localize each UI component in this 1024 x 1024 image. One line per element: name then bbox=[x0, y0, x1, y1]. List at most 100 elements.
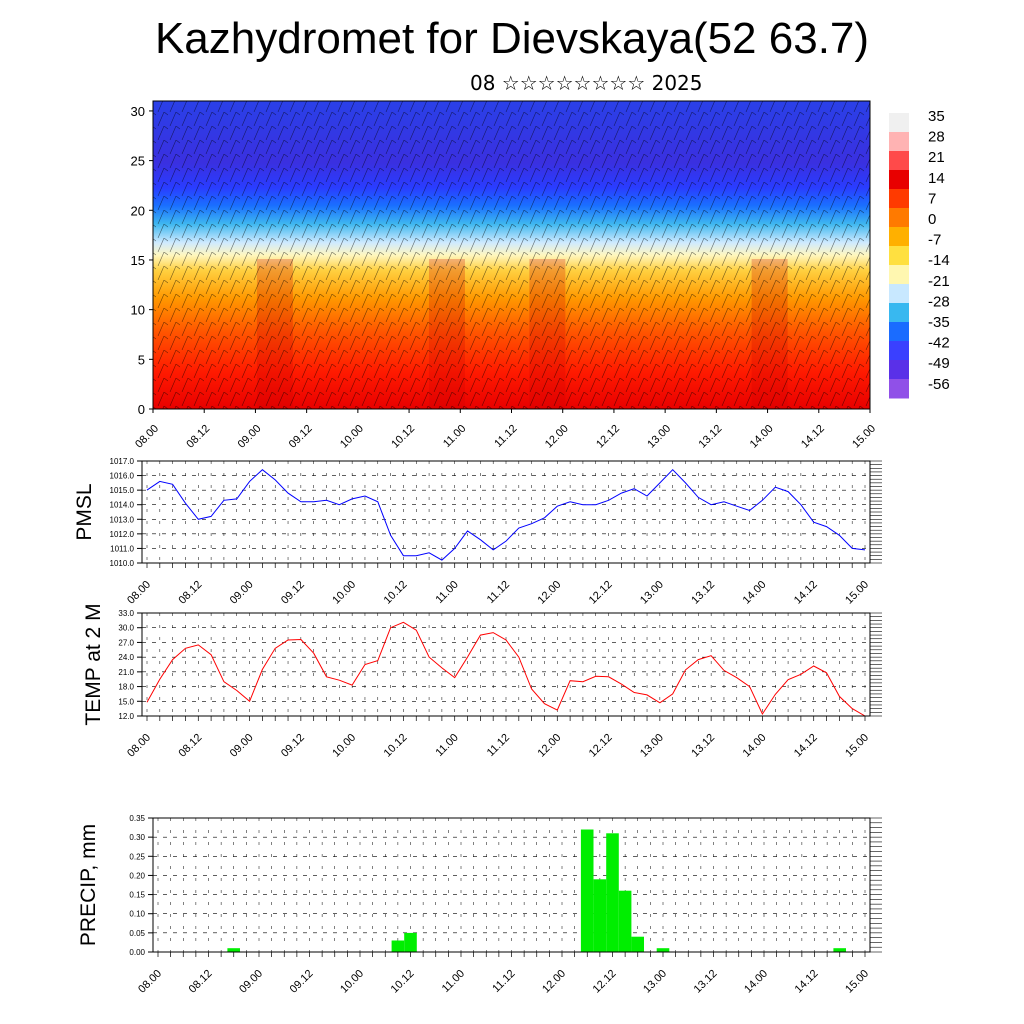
y-tick-label: 1014.0 bbox=[110, 501, 135, 510]
x-tick-label: 08.00 bbox=[125, 732, 153, 760]
colorbar-label: -7 bbox=[928, 232, 941, 249]
y-tick-label: 1015.0 bbox=[110, 486, 135, 495]
x-tick-label: 09.00 bbox=[228, 579, 256, 607]
x-tick-label: 14.00 bbox=[748, 423, 776, 451]
y-axis-label: PMSL bbox=[73, 483, 96, 540]
x-tick-label: 10.12 bbox=[382, 732, 410, 760]
x-tick-label: 14.12 bbox=[793, 968, 821, 996]
colorbar-swatch bbox=[889, 170, 909, 190]
x-tick-label: 12.12 bbox=[594, 423, 622, 451]
precip-bar bbox=[580, 829, 594, 952]
colorbar-label: -21 bbox=[928, 273, 950, 290]
x-tick-label: 08.12 bbox=[176, 579, 204, 607]
colorbar-swatch bbox=[889, 265, 909, 285]
precip-bar bbox=[404, 932, 417, 952]
x-tick-label: 10.12 bbox=[389, 968, 417, 996]
precip-bar bbox=[833, 948, 846, 952]
colorbar-swatch bbox=[889, 322, 909, 342]
precip-bar bbox=[391, 940, 405, 952]
x-tick-label: 09.00 bbox=[236, 423, 264, 451]
x-tick-label: 11.00 bbox=[433, 732, 460, 759]
y-tick-label: 12.0 bbox=[118, 712, 134, 721]
x-tick-label: 15.00 bbox=[843, 968, 871, 996]
x-tick-label: 12.00 bbox=[540, 968, 568, 996]
colorbar-swatch bbox=[889, 113, 909, 133]
x-tick-label: 09.12 bbox=[279, 732, 307, 760]
x-tick-label: 15.00 bbox=[843, 732, 871, 760]
colorbar-label: -42 bbox=[928, 335, 950, 352]
colorbar-label: -28 bbox=[928, 293, 950, 310]
x-tick-label: 08.00 bbox=[136, 968, 164, 996]
colorbar-swatch bbox=[889, 379, 909, 399]
colorbar-label: 14 bbox=[928, 170, 945, 187]
chart-subtitle: 08 ☆☆☆☆☆☆☆☆ 2025 bbox=[470, 71, 703, 95]
colorbar-label: -35 bbox=[928, 314, 950, 331]
colorbar-swatch bbox=[889, 303, 909, 323]
x-tick-label: 13.00 bbox=[638, 579, 666, 607]
precip-bar bbox=[618, 890, 632, 952]
x-tick-label: 09.12 bbox=[279, 579, 307, 607]
x-tick-label: 11.12 bbox=[492, 423, 519, 450]
y-tick-label: 27.0 bbox=[118, 638, 134, 647]
y-tick-label: 25 bbox=[131, 154, 145, 169]
y-tick-label: 15.0 bbox=[118, 697, 134, 706]
pmsl-series-line bbox=[146, 468, 866, 561]
plot-frame bbox=[141, 612, 871, 717]
colorbar-label: 35 bbox=[928, 108, 945, 125]
colorbar-label: 7 bbox=[928, 190, 936, 207]
x-tick-label: 12.00 bbox=[535, 579, 563, 607]
colorbar-swatch bbox=[889, 151, 909, 171]
colorbar-swatch bbox=[889, 189, 909, 209]
plot-frame bbox=[152, 817, 871, 953]
y-tick-label: 0.15 bbox=[129, 891, 145, 900]
y-tick-label: 1010.0 bbox=[110, 559, 135, 568]
x-tick-label: 12.12 bbox=[591, 968, 619, 996]
y-tick-label: 33.0 bbox=[118, 609, 134, 618]
x-tick-label: 10.00 bbox=[330, 579, 358, 607]
x-tick-label: 08.00 bbox=[125, 579, 153, 607]
x-tick-label: 13.12 bbox=[689, 732, 717, 760]
y-tick-label: 1017.0 bbox=[110, 457, 135, 466]
x-tick-label: 14.12 bbox=[792, 732, 820, 760]
y-tick-label: 0 bbox=[138, 402, 145, 417]
x-tick-label: 11.00 bbox=[433, 579, 460, 606]
x-tick-label: 10.00 bbox=[338, 423, 366, 451]
y-tick-label: 0.05 bbox=[129, 929, 145, 938]
y-tick-label: 5 bbox=[138, 352, 145, 367]
x-tick-label: 15.00 bbox=[843, 579, 871, 607]
cross-section-panel: 0 5 10 15 20 25 30 08.00 08.12 09.00 09.12 10.00 10.… bbox=[131, 100, 950, 451]
x-tick-label: 14.00 bbox=[741, 732, 769, 760]
x-tick-label: 13.12 bbox=[689, 579, 717, 607]
x-tick-label: 11.00 bbox=[440, 968, 467, 995]
x-tick-label: 15.00 bbox=[850, 423, 878, 451]
temp-series-line bbox=[146, 621, 866, 717]
x-tick-label: 11.12 bbox=[490, 968, 517, 995]
x-tick-label: 14.12 bbox=[799, 423, 827, 451]
precip-bar bbox=[631, 936, 644, 952]
x-tick-label: 14.12 bbox=[792, 579, 820, 607]
colorbar-swatch bbox=[889, 227, 909, 247]
y-tick-label: 1011.0 bbox=[110, 544, 134, 553]
precip-panel: 0.00 0.05 0.10 0.15 0.20 0.25 0.30 0.35 08.00 08.… bbox=[77, 814, 882, 996]
x-tick-label: 09.12 bbox=[288, 968, 316, 996]
x-tick-label: 13.00 bbox=[645, 423, 673, 451]
x-tick-label: 13.00 bbox=[641, 968, 669, 996]
x-tick-label: 08.12 bbox=[187, 968, 215, 996]
pmsl-panel: 1010.0 1011.0 1012.0 1013.0 1014.0 1015.0 1016… bbox=[73, 457, 882, 607]
x-tick-label: 12.00 bbox=[535, 732, 563, 760]
plot-frame bbox=[141, 460, 871, 564]
y-tick-label: 0.00 bbox=[129, 948, 145, 957]
y-tick-label: 0.25 bbox=[129, 852, 145, 861]
y-tick-label: 0.20 bbox=[129, 871, 145, 880]
y-tick-label: 1013.0 bbox=[110, 515, 135, 524]
y-tick-label: 20 bbox=[131, 203, 145, 218]
x-tick-label: 11.12 bbox=[485, 732, 512, 759]
x-tick-label: 10.00 bbox=[338, 968, 366, 996]
x-tick-label: 11.00 bbox=[441, 423, 468, 450]
colorbar-swatch bbox=[889, 208, 909, 228]
colorbar-label: -49 bbox=[928, 355, 950, 372]
y-tick-label: 0.30 bbox=[129, 833, 145, 842]
wind-barbs bbox=[153, 101, 870, 409]
x-tick-label: 13.12 bbox=[692, 968, 720, 996]
